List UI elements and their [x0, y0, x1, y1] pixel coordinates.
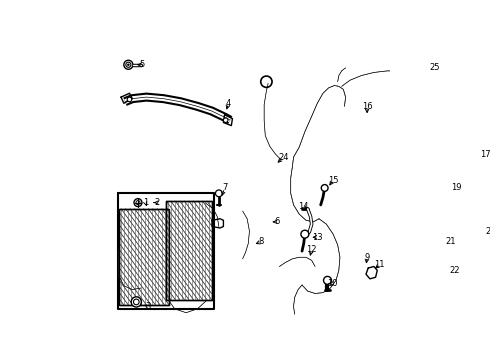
Bar — [166, 201, 212, 300]
Text: 2: 2 — [154, 198, 159, 207]
Text: 10: 10 — [327, 279, 337, 288]
Text: 25: 25 — [430, 63, 440, 72]
Text: 17: 17 — [481, 150, 490, 159]
Circle shape — [301, 230, 309, 238]
Circle shape — [126, 62, 131, 67]
Circle shape — [127, 97, 132, 102]
Circle shape — [124, 60, 133, 69]
Text: 8: 8 — [258, 237, 264, 246]
Circle shape — [323, 276, 331, 284]
Text: 20: 20 — [485, 228, 490, 237]
Text: 6: 6 — [274, 217, 279, 226]
Text: 4: 4 — [226, 99, 231, 108]
Bar — [166, 201, 212, 300]
Circle shape — [136, 201, 140, 204]
Circle shape — [131, 297, 142, 307]
Circle shape — [321, 185, 328, 192]
Text: 11: 11 — [374, 261, 385, 269]
Text: 21: 21 — [445, 237, 456, 246]
Text: 7: 7 — [222, 184, 227, 193]
Text: 24: 24 — [278, 153, 289, 162]
Bar — [119, 209, 169, 305]
Circle shape — [127, 64, 129, 66]
Text: 16: 16 — [362, 102, 372, 111]
Text: 5: 5 — [139, 60, 145, 69]
Text: 1: 1 — [143, 198, 148, 207]
Circle shape — [133, 299, 139, 305]
Text: 9: 9 — [365, 253, 370, 262]
Text: 14: 14 — [298, 202, 309, 211]
Text: 15: 15 — [328, 176, 339, 185]
Text: 22: 22 — [449, 266, 460, 275]
Bar — [119, 209, 169, 305]
Text: 3: 3 — [145, 302, 150, 311]
Text: 19: 19 — [451, 184, 462, 193]
Circle shape — [134, 199, 142, 207]
Circle shape — [216, 190, 222, 197]
Text: 12: 12 — [306, 245, 317, 254]
Circle shape — [223, 118, 228, 122]
Text: 13: 13 — [312, 233, 322, 242]
Circle shape — [261, 76, 272, 87]
